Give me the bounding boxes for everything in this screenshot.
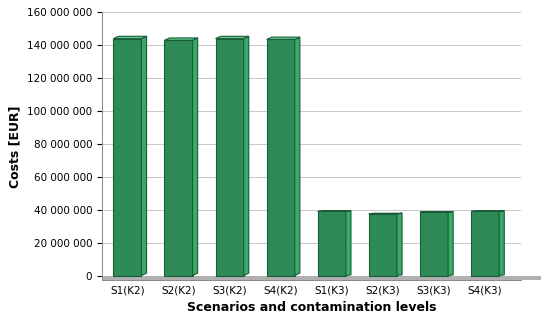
Polygon shape bbox=[164, 38, 197, 40]
Bar bbox=[267, 40, 295, 276]
Polygon shape bbox=[141, 36, 146, 276]
Bar bbox=[164, 40, 192, 276]
Polygon shape bbox=[397, 213, 402, 276]
Polygon shape bbox=[267, 37, 300, 40]
Polygon shape bbox=[244, 36, 249, 276]
Bar bbox=[113, 39, 141, 276]
Polygon shape bbox=[295, 37, 300, 276]
Bar bbox=[216, 39, 244, 276]
X-axis label: Scenarios and contamination levels: Scenarios and contamination levels bbox=[186, 301, 436, 314]
Bar bbox=[420, 212, 448, 276]
Y-axis label: Costs [EUR]: Costs [EUR] bbox=[8, 105, 21, 187]
Polygon shape bbox=[192, 38, 197, 276]
Bar bbox=[471, 211, 499, 276]
Polygon shape bbox=[346, 211, 351, 276]
Polygon shape bbox=[448, 212, 453, 276]
Polygon shape bbox=[499, 211, 504, 276]
Polygon shape bbox=[216, 36, 249, 39]
Polygon shape bbox=[369, 213, 402, 214]
Bar bbox=[102, 276, 541, 280]
Bar bbox=[369, 214, 397, 276]
Polygon shape bbox=[113, 36, 146, 39]
Bar bbox=[318, 211, 346, 276]
